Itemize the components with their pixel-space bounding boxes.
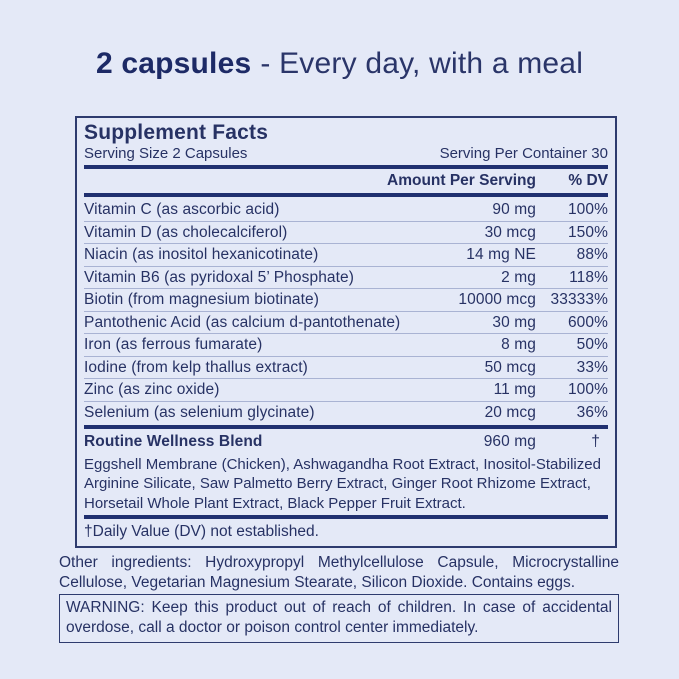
blend-name: Routine Wellness Blend [84,433,263,450]
dosage-amount: 2 capsules [95,47,252,80]
nutrient-amount: 20 mcg [484,403,536,421]
column-header-dv: % DV [568,172,608,189]
table-row: Vitamin B6 (as pyridoxal 5’ Phosphate) 2… [84,265,608,289]
nutrient-dv: 150% [567,223,608,241]
nutrient-name: Zinc (as zinc oxide) [84,381,220,398]
nutrient-amount: 14 mg NE [466,246,536,263]
nutrient-dv: 600% [567,313,608,331]
divider-bar [84,425,608,429]
table-column-headers: Amount Per Serving % DV [84,171,608,191]
divider-bar [84,165,608,169]
nutrient-table: Vitamin C (as ascorbic acid) 90 mg 100% … [84,199,608,423]
nutrient-amount: 30 mcg [484,223,536,241]
panel-title: Supplement Facts [84,121,269,144]
warning-box: WARNING: Keep this product out of reach … [59,594,619,643]
nutrient-name: Pantothenic Acid (as calcium d-pantothen… [84,313,401,331]
table-row: Iron (as ferrous fumarate) 8 mg 50% [84,333,608,356]
blend-amount: 960 mg [483,433,536,450]
dosage-headline: 2 capsules - Every day, with a meal [0,47,679,81]
daily-value-footnote: †Daily Value (DV) not established. [84,523,319,540]
nutrient-dv: 100% [567,381,608,398]
nutrient-dv: 33333% [550,291,608,308]
divider-bar [84,193,608,197]
blend-ingredients: Eggshell Membrane (Chicken), Ashwagandha… [84,455,601,512]
table-row: Zinc (as zinc oxide) 11 mg 100% [84,378,608,401]
nutrient-amount: 30 mg [492,313,536,331]
nutrient-dv: 33% [576,358,608,376]
nutrient-name: Vitamin C (as ascorbic acid) [84,201,280,218]
nutrient-name: Vitamin D (as cholecalciferol) [84,223,288,241]
nutrient-name: Iron (as ferrous fumarate) [84,336,263,353]
other-ingredients: Other ingredients: Hydroxypropyl Methylc… [59,554,619,591]
nutrient-amount: 8 mg [501,336,536,353]
table-row: Vitamin C (as ascorbic acid) 90 mg 100% [84,199,608,221]
nutrient-name: Vitamin B6 (as pyridoxal 5’ Phosphate) [84,268,355,286]
nutrient-dv: 100% [567,201,608,218]
blend-row: Routine Wellness Blend 960 mg † [84,431,608,453]
nutrient-amount: 50 mcg [484,358,536,376]
nutrient-dv: 88% [576,246,608,263]
nutrient-name: Niacin (as inositol hexanicotinate) [84,246,319,263]
column-spacer [84,172,387,190]
dosage-instruction: - Every day, with a meal [260,47,584,80]
column-header-amount: Amount Per Serving [387,172,536,189]
blend-dv-dagger: † [591,433,600,450]
table-row: Selenium (as selenium glycinate) 20 mcg … [84,400,608,424]
serving-size: Serving Size 2 Capsules [84,145,248,162]
nutrient-dv: 118% [569,268,608,286]
nutrient-amount: 10000 mcg [458,291,536,308]
nutrient-name: Iodine (from kelp thallus extract) [84,358,308,376]
nutrient-amount: 2 mg [501,268,536,286]
serving-info: Serving Size 2 Capsules Serving Per Cont… [84,145,608,163]
table-row: Biotin (from magnesium biotinate) 10000 … [84,288,608,311]
nutrient-amount: 90 mg [492,201,536,218]
table-row: Iodine (from kelp thallus extract) 50 mc… [84,355,608,379]
table-row: Vitamin D (as cholecalciferol) 30 mcg 15… [84,220,608,244]
supplement-facts-panel: Supplement Facts Serving Size 2 Capsules… [75,116,617,548]
nutrient-dv: 50% [576,336,608,353]
table-row: Pantothenic Acid (as calcium d-pantothen… [84,310,608,334]
nutrient-name: Selenium (as selenium glycinate) [84,403,315,421]
nutrient-dv: 36% [576,403,608,421]
table-row: Niacin (as inositol hexanicotinate) 14 m… [84,243,608,266]
servings-per-container: Serving Per Container 30 [439,145,608,162]
nutrient-name: Biotin (from magnesium biotinate) [84,291,320,308]
divider-bar [84,515,608,519]
nutrient-amount: 11 mg [493,381,536,398]
